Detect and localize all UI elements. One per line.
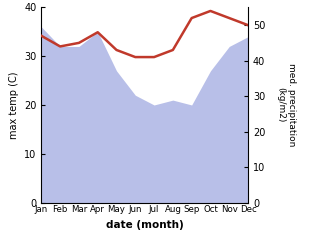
Y-axis label: max temp (C): max temp (C) (9, 71, 18, 139)
X-axis label: date (month): date (month) (106, 220, 183, 230)
Y-axis label: med. precipitation
(kg/m2): med. precipitation (kg/m2) (276, 63, 296, 147)
